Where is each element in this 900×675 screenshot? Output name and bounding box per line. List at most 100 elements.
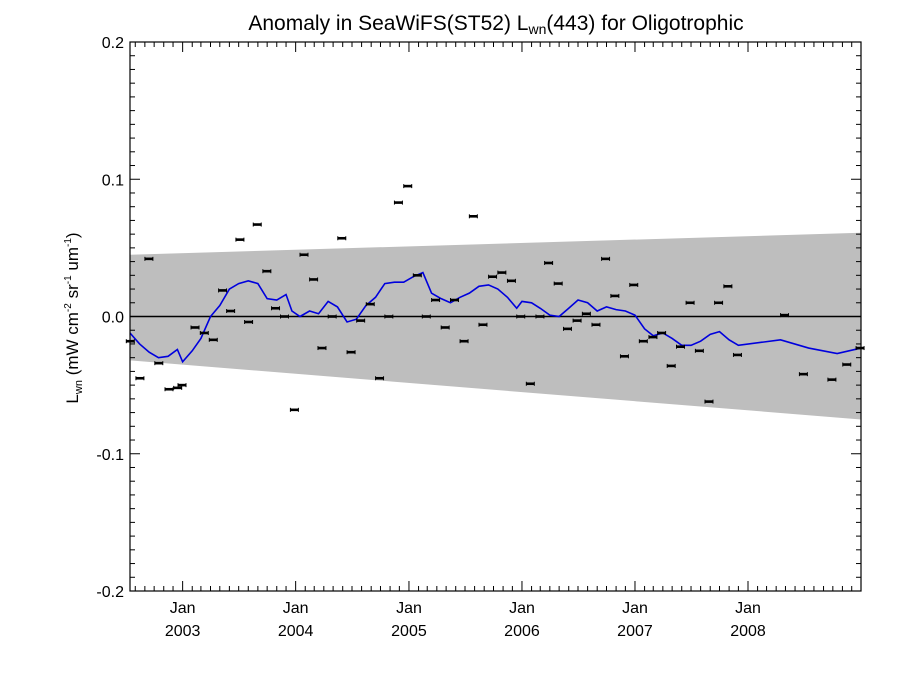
data-point — [309, 277, 319, 282]
y-axis-label-exp-1: -2 — [63, 303, 74, 312]
data-point — [601, 256, 611, 261]
data-point — [252, 222, 262, 227]
data-point — [190, 325, 200, 330]
x-tick-label-month: Jan — [735, 600, 761, 617]
data-point — [842, 362, 852, 367]
data-point — [732, 352, 742, 357]
y-axis-label-unit-a: (mW cm — [63, 312, 82, 380]
x-tick-label-month: Jan — [170, 600, 196, 617]
data-point — [208, 337, 218, 342]
chart-title-main: Anomaly in SeaWiFS(ST52) L — [248, 12, 528, 35]
chart-title-tail: (443) for Oligotrophic — [546, 12, 743, 35]
data-point — [365, 302, 375, 307]
data-point — [356, 318, 366, 323]
data-point — [431, 298, 441, 303]
data-point — [798, 372, 808, 377]
y-axis-label: Lwn (mW cm-2 sr-1 um-1) — [63, 232, 85, 403]
data-point — [704, 399, 714, 404]
data-point — [449, 298, 459, 303]
y-axis-label-exp-3: -1 — [63, 238, 74, 247]
data-point — [177, 383, 187, 388]
data-point — [327, 314, 337, 319]
data-point — [855, 346, 865, 351]
data-point — [144, 256, 154, 261]
data-point — [488, 274, 498, 279]
data-point — [581, 311, 591, 316]
data-point — [666, 363, 676, 368]
data-point — [629, 282, 639, 287]
chart-title: Anomaly in SeaWiFS(ST52) Lwn(443) for Ol… — [248, 12, 743, 37]
y-axis-label-close: ) — [63, 232, 82, 238]
x-tick-label-year: 2007 — [617, 623, 653, 640]
y-axis-ticks: 0.2 0.1 0.0 -0.1 -0.2 — [96, 35, 861, 601]
plot-area: 0.20.10.0-0.1-0.2 Jan2003Jan2004Jan2005J… — [96, 35, 865, 640]
y-tick-label: 0.0 — [102, 310, 124, 327]
data-point — [619, 354, 629, 359]
data-point — [780, 313, 790, 318]
x-tick-label-year: 2003 — [165, 623, 201, 640]
data-point — [317, 346, 327, 351]
data-point — [562, 326, 572, 331]
data-point — [657, 330, 667, 335]
data-point — [610, 293, 620, 298]
y-tick-label: -0.1 — [96, 447, 124, 464]
data-point — [384, 314, 394, 319]
data-point — [218, 288, 228, 293]
x-tick-label-month: Jan — [509, 600, 535, 617]
x-tick-label-month: Jan — [622, 600, 648, 617]
data-point — [235, 237, 245, 242]
data-point — [337, 236, 347, 241]
data-point — [478, 322, 488, 327]
x-tick-label-year: 2006 — [504, 623, 540, 640]
data-point — [497, 270, 507, 275]
data-point — [346, 350, 356, 355]
data-point — [591, 322, 601, 327]
y-tick-label: -0.2 — [96, 584, 124, 601]
y-tick-label: 0.1 — [102, 172, 124, 189]
data-point — [714, 300, 724, 305]
data-point — [535, 314, 545, 319]
y-axis-label-subscript: wn — [73, 380, 85, 395]
data-point — [675, 344, 685, 349]
y-axis-label-unit-b: sr — [63, 284, 82, 303]
y-axis-label-symbol: L — [63, 394, 82, 403]
y-tick-label: 0.2 — [102, 35, 124, 52]
data-point — [468, 214, 478, 219]
data-point — [375, 376, 385, 381]
data-point — [723, 284, 733, 289]
data-point — [648, 335, 658, 340]
data-point — [638, 339, 648, 344]
data-point — [289, 407, 299, 412]
data-point — [393, 200, 403, 205]
data-point — [199, 330, 209, 335]
data-point — [440, 325, 450, 330]
x-tick-label-month: Jan — [283, 600, 309, 617]
data-point — [262, 269, 272, 274]
data-point — [421, 314, 431, 319]
data-point — [403, 184, 413, 189]
data-point — [173, 385, 183, 390]
data-point — [135, 376, 145, 381]
data-point — [271, 306, 281, 311]
data-point — [516, 314, 526, 319]
x-tick-label-year: 2005 — [391, 623, 427, 640]
x-tick-label-year: 2008 — [730, 623, 766, 640]
data-point — [226, 309, 236, 314]
data-point — [572, 318, 582, 323]
data-point — [694, 348, 704, 353]
data-point — [525, 381, 535, 386]
y-axis-label-unit-c: um — [63, 247, 82, 275]
uncertainty-band — [130, 232, 861, 420]
data-point — [412, 273, 422, 278]
data-point — [164, 387, 174, 392]
x-tick-label-month: Jan — [396, 600, 422, 617]
data-point — [299, 252, 309, 257]
y-axis-label-exp-2: -1 — [63, 275, 74, 284]
x-tick-label-year: 2004 — [278, 623, 314, 640]
data-point — [544, 260, 554, 265]
chart-title-subscript: wn — [527, 21, 546, 37]
data-point — [553, 281, 563, 286]
data-point — [827, 377, 837, 382]
x-axis-ticks: Jan 2003 Jan 2004 Jan 2005 Jan 2006 Jan 2007 Jan 20… — [134, 42, 853, 640]
